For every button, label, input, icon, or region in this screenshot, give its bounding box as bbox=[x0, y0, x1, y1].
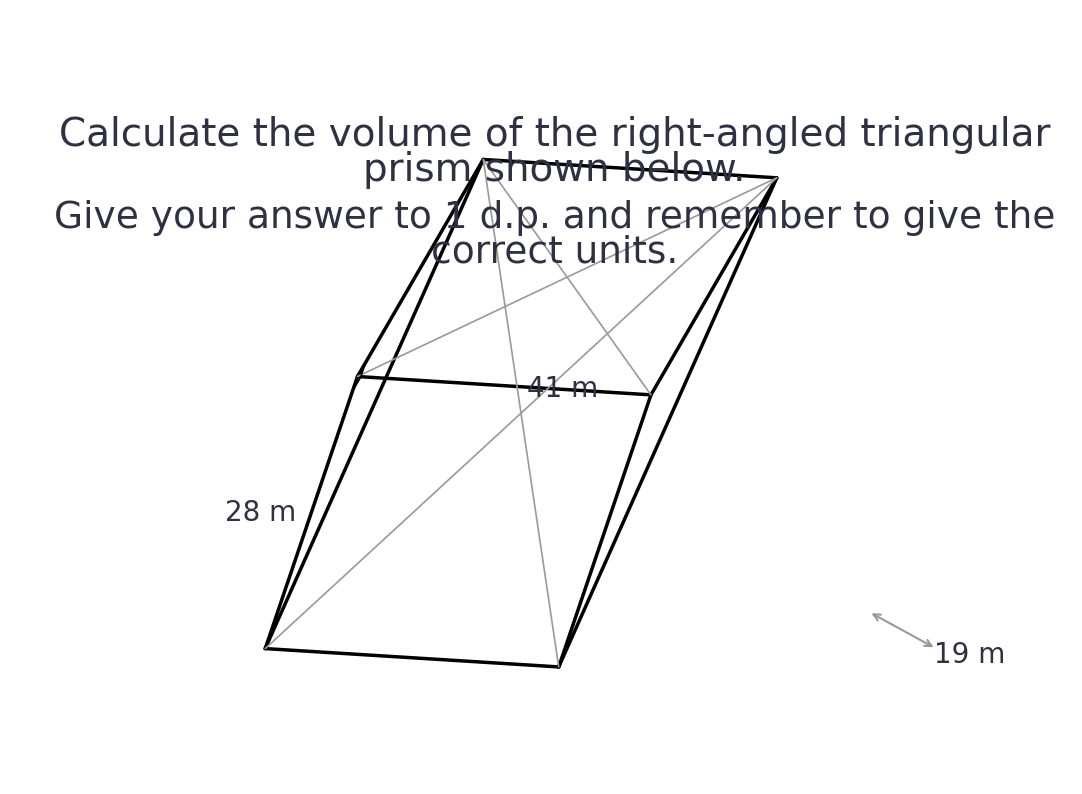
Text: 28 m: 28 m bbox=[225, 499, 296, 526]
Text: 19 m: 19 m bbox=[934, 641, 1005, 669]
Text: Give your answer to 1 d.p. and remember to give the: Give your answer to 1 d.p. and remember … bbox=[54, 199, 1055, 236]
Text: prism shown below.: prism shown below. bbox=[364, 151, 745, 189]
Text: correct units.: correct units. bbox=[431, 234, 678, 271]
Text: Calculate the volume of the right-angled triangular: Calculate the volume of the right-angled… bbox=[58, 116, 1051, 154]
Text: 41 m: 41 m bbox=[527, 375, 598, 403]
